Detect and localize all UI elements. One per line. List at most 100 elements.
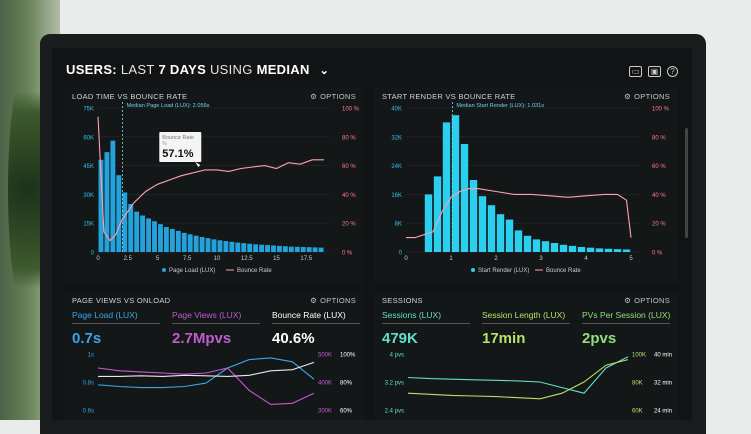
y2-tick-label: 0 % <box>342 251 353 257</box>
series-line <box>407 356 629 394</box>
dashboard-header: USERS: LAST 7 DAYS USING MEDIAN ⌄ ▭ ▣ ? <box>52 48 692 86</box>
bar <box>187 234 193 252</box>
help-icon[interactable]: ? <box>667 66 678 77</box>
x-tick-label: 5 <box>156 256 160 262</box>
legend-marker <box>162 268 166 272</box>
metric-value: 2pvs <box>582 330 617 347</box>
bar <box>613 249 622 252</box>
dashboard-screen: USERS: LAST 7 DAYS USING MEDIAN ⌄ ▭ ▣ ? … <box>52 48 692 420</box>
options-button[interactable]: ⚙ OPTIONS <box>310 296 356 305</box>
bar <box>487 205 496 252</box>
bar <box>586 247 595 252</box>
legend-label: Page Load (LUX) <box>169 268 215 274</box>
bar <box>568 245 577 252</box>
panel-sessions: SESSIONS ⚙ OPTIONS Sessions (LUX) 479K Se… <box>374 292 678 420</box>
x-tick-label: 3 <box>539 256 543 262</box>
header-icons: ▭ ▣ ? <box>629 66 678 77</box>
y2-tick-label: 100 % <box>342 107 360 113</box>
metric-page-views: Page Views (LUX) 2.7Mpvs <box>172 310 260 347</box>
options-label: OPTIONS <box>320 296 356 305</box>
y-tick-label: 16K <box>391 193 402 199</box>
y2-tick-label: 300K <box>318 409 332 415</box>
metric-divider <box>582 323 670 324</box>
options-button[interactable]: ⚙ OPTIONS <box>624 296 670 305</box>
tooltip-value: 57.1% <box>162 148 193 160</box>
bar <box>199 237 205 252</box>
page-views-chart: 1s 500K 100% 0.8s 400K 80% 0.6s 300K 60% <box>83 353 356 415</box>
options-label: OPTIONS <box>634 92 670 101</box>
metric-divider <box>72 323 160 324</box>
metric-bounce-rate: Bounce Rate (LUX) 40.6% <box>272 310 360 347</box>
title-mid1: LAST <box>120 62 155 77</box>
series-line <box>97 357 315 389</box>
y2-tick-label: 500K <box>318 353 332 359</box>
bar <box>300 247 306 252</box>
y2-tick-label: 60 % <box>652 164 666 170</box>
y-tick-label: 2.4 pvs <box>385 409 404 415</box>
bar <box>152 221 157 252</box>
gear-icon: ⚙ <box>624 92 632 101</box>
bar <box>622 249 631 252</box>
bar <box>469 180 478 252</box>
monitor-icon[interactable]: ▭ <box>629 66 642 77</box>
y3-tick-label: 32 min <box>654 381 672 387</box>
bar <box>460 144 469 252</box>
x-tick-label: 10 <box>214 256 221 262</box>
scrollbar[interactable] <box>685 128 688 238</box>
metric-value: 479K <box>382 330 418 347</box>
options-button[interactable]: ⚙ OPTIONS <box>624 92 670 101</box>
bar <box>104 152 110 252</box>
page-title[interactable]: USERS: LAST 7 DAYS USING MEDIAN ⌄ <box>66 62 329 77</box>
panel-title: START RENDER VS BOUNCE RATE <box>382 92 516 101</box>
x-tick-label: 1 <box>449 256 453 262</box>
y2-tick-label: 20 % <box>652 222 666 228</box>
y-tick-label: 32K <box>391 135 402 141</box>
metric-divider <box>272 323 360 324</box>
y-tick-label: 0 <box>91 251 95 257</box>
x-tick-label: 2 <box>494 256 498 262</box>
y2-tick-label: 100K <box>632 353 646 359</box>
x-tick-label: 17.5 <box>300 256 312 262</box>
metric-sessions: Sessions (LUX) 479K <box>382 310 470 347</box>
y3-tick-label: 80% <box>340 381 353 387</box>
series-line <box>407 359 629 400</box>
metric-label: Page Load (LUX) <box>72 310 138 320</box>
panel-start-render: START RENDER VS BOUNCE RATE ⚙ OPTIONS 40K… <box>374 88 678 284</box>
y3-tick-label: 60% <box>340 409 353 415</box>
metric-label: PVs Per Session (LUX) <box>582 310 671 320</box>
bar <box>271 245 276 252</box>
y3-tick-label: 100% <box>340 353 356 359</box>
median-label: Median Page Load (LUX): 2.056s <box>126 103 209 109</box>
tooltip-unit: % <box>162 141 167 147</box>
x-tick-label: 7.5 <box>183 256 192 262</box>
bar <box>265 245 270 252</box>
load-time-chart: 75K 100 %60K 80 %45K 60 %30K 40 %15K 20 %0 0 %… <box>83 102 360 274</box>
title-mid2: USING <box>209 62 253 77</box>
bar <box>577 246 586 252</box>
bar <box>505 219 514 252</box>
median-label: Median Start Render (LUX): 1.031s <box>456 103 544 109</box>
bar <box>253 244 259 252</box>
y-tick-label: 3.2 pvs <box>385 381 404 387</box>
bar <box>595 248 604 252</box>
bar <box>318 247 324 252</box>
y2-tick-label: 40 % <box>342 193 356 199</box>
bar <box>532 239 541 252</box>
metric-label: Bounce Rate (LUX) <box>272 310 346 320</box>
bar <box>478 196 487 252</box>
metric-label: Sessions (LUX) <box>382 310 442 320</box>
y2-tick-label: 60K <box>632 409 643 415</box>
options-button[interactable]: ⚙ OPTIONS <box>310 92 356 101</box>
y2-tick-label: 400K <box>318 381 332 387</box>
options-label: OPTIONS <box>634 296 670 305</box>
bar <box>282 246 288 252</box>
tooltip-label: Bounce Rate <box>162 135 194 141</box>
bar <box>241 243 247 252</box>
bar <box>140 215 146 252</box>
chevron-down-icon[interactable]: ⌄ <box>319 65 330 77</box>
metric-label: Session Length (LUX) <box>482 310 566 320</box>
image-icon[interactable]: ▣ <box>648 66 661 77</box>
metric-divider <box>482 323 570 324</box>
bar <box>229 241 235 252</box>
legend-label: Bounce Rate <box>546 268 581 274</box>
